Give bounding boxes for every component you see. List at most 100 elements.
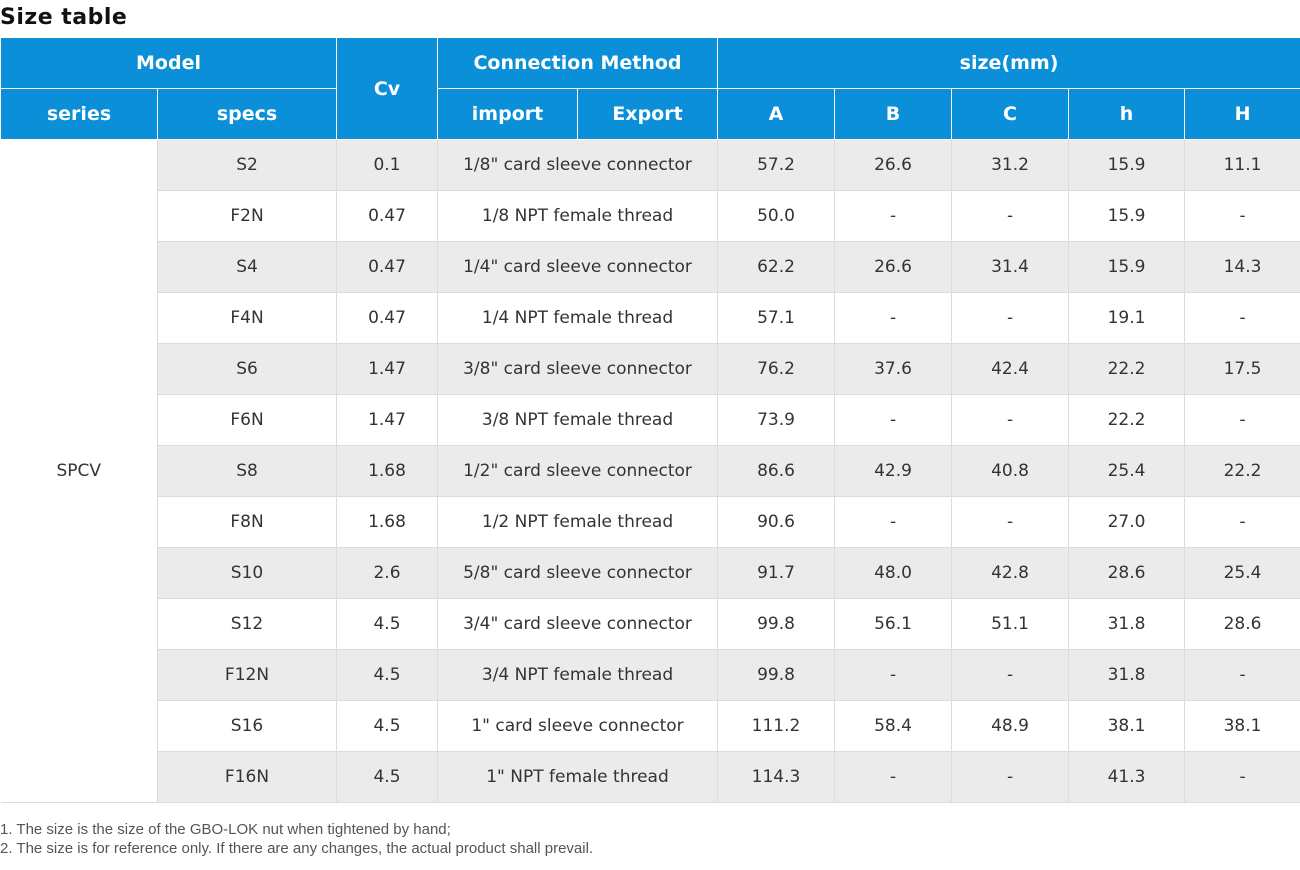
table-row: SPCV S2 0.1 1/8" card sleeve connector 57.2 2… <box>0 139 1300 803</box>
spec-cell: F16N <box>157 751 337 803</box>
size-h-small-cell: 15.9 <box>1068 139 1186 191</box>
size-b-cell: - <box>834 190 953 242</box>
connection-cell: 1/4 NPT female thread <box>437 292 719 344</box>
size-c-cell: 31.2 <box>951 139 1070 191</box>
spec-cell: F8N <box>157 496 337 548</box>
size-h-small-cell: 15.9 <box>1068 241 1186 293</box>
size-a-cell: 57.2 <box>717 139 836 191</box>
spec-cell: S12 <box>157 598 337 650</box>
series-cell: SPCV <box>0 139 158 803</box>
size-h-small-cell: 19.1 <box>1068 292 1186 344</box>
size-c-cell: - <box>951 649 1070 701</box>
size-h-small-cell: 41.3 <box>1068 751 1186 803</box>
size-b-cell: - <box>834 751 953 803</box>
size-b-cell: 48.0 <box>834 547 953 599</box>
cv-cell: 4.5 <box>336 700 438 752</box>
size-h-big-cell: - <box>1184 394 1300 446</box>
connection-cell: 1/2 NPT female thread <box>437 496 719 548</box>
table-row: S16 4.5 1" card sleeve connector 111.2 58.4 4… <box>1 700 1300 752</box>
table-row: F6N 1.47 3/8 NPT female thread 73.9- -22.2- <box>1 394 1300 446</box>
size-a-cell: 62.2 <box>717 241 836 293</box>
size-c-cell: 48.9 <box>951 700 1070 752</box>
connection-cell: 1" card sleeve connector <box>437 700 719 752</box>
table-row: S8 1.68 1/2" card sleeve connector 86.6 42.9… <box>1 445 1300 497</box>
size-h-small-cell: 31.8 <box>1068 649 1186 701</box>
size-h-small-cell: 28.6 <box>1068 547 1186 599</box>
size-a-cell: 90.6 <box>717 496 836 548</box>
size-table: Model Cv Connection Method size(mm) seri… <box>0 37 1300 803</box>
footnote: 1. The size is the size of the GBO-LOK n… <box>0 821 451 838</box>
size-c-cell: - <box>951 496 1070 548</box>
size-h-big-cell: 25.4 <box>1184 547 1300 599</box>
size-a-cell: 114.3 <box>717 751 836 803</box>
cv-cell: 1.68 <box>336 496 438 548</box>
spec-cell: S2 <box>157 139 337 191</box>
table-row: F16N 4.5 1" NPT female thread 114.3- -41.3- <box>1 751 1300 803</box>
header-c: C <box>951 88 1070 140</box>
size-b-cell: 37.6 <box>834 343 953 395</box>
connection-cell: 3/8" card sleeve connector <box>437 343 719 395</box>
header-import: import <box>437 88 578 140</box>
size-a-cell: 99.8 <box>717 598 836 650</box>
table-header: Model Cv Connection Method size(mm) seri… <box>0 37 1300 140</box>
size-b-cell: - <box>834 649 953 701</box>
header-specs: specs <box>157 88 337 140</box>
spec-cell: F2N <box>157 190 337 242</box>
size-c-cell: 42.4 <box>951 343 1070 395</box>
connection-cell: 5/8" card sleeve connector <box>437 547 719 599</box>
spec-cell: S16 <box>157 700 337 752</box>
header-connection-method: Connection Method <box>436 37 719 89</box>
size-b-cell: 58.4 <box>834 700 953 752</box>
size-c-cell: - <box>951 394 1070 446</box>
size-h-small-cell: 15.9 <box>1068 190 1186 242</box>
size-h-big-cell: - <box>1184 649 1300 701</box>
spec-cell: F12N <box>157 649 337 701</box>
size-h-big-cell: - <box>1184 496 1300 548</box>
size-h-big-cell: - <box>1184 292 1300 344</box>
size-h-big-cell: 28.6 <box>1184 598 1300 650</box>
size-b-cell: - <box>834 496 953 548</box>
cv-cell: 4.5 <box>336 649 438 701</box>
size-a-cell: 76.2 <box>717 343 836 395</box>
size-c-cell: 40.8 <box>951 445 1070 497</box>
size-b-cell: 56.1 <box>834 598 953 650</box>
size-h-small-cell: 38.1 <box>1068 700 1186 752</box>
spec-cell: F6N <box>157 394 337 446</box>
connection-cell: 3/8 NPT female thread <box>437 394 719 446</box>
connection-cell: 3/4" card sleeve connector <box>437 598 719 650</box>
size-c-cell: - <box>951 751 1070 803</box>
spec-cell: F4N <box>157 292 337 344</box>
cv-cell: 1.47 <box>336 343 438 395</box>
connection-cell: 1/4" card sleeve connector <box>437 241 719 293</box>
size-a-cell: 73.9 <box>717 394 836 446</box>
spec-cell: S4 <box>157 241 337 293</box>
size-h-big-cell: - <box>1184 190 1300 242</box>
table-row: S10 2.6 5/8" card sleeve connector 91.7 48.0… <box>1 547 1300 599</box>
spec-cell: S8 <box>157 445 337 497</box>
footnote: 2. The size is for reference only. If th… <box>0 840 594 857</box>
header-model: Model <box>0 37 337 89</box>
spec-cell: S10 <box>157 547 337 599</box>
table-body: SPCV S2 0.1 1/8" card sleeve connector 57.2 2… <box>0 139 1300 803</box>
table-row: F2N 0.47 1/8 NPT female thread 50.0- -15.9- <box>1 190 1300 242</box>
connection-cell: 1" NPT female thread <box>437 751 719 803</box>
size-a-cell: 91.7 <box>717 547 836 599</box>
footnotes: 1. The size is the size of the GBO-LOK n… <box>0 820 593 858</box>
spec-cell: S6 <box>157 343 337 395</box>
size-b-cell: 26.6 <box>834 139 953 191</box>
size-a-cell: 50.0 <box>717 190 836 242</box>
size-b-cell: - <box>834 394 953 446</box>
table-row: F4N 0.47 1/4 NPT female thread 57.1- -19.1- <box>1 292 1300 344</box>
size-b-cell: 26.6 <box>834 241 953 293</box>
cv-cell: 0.47 <box>336 190 438 242</box>
size-c-cell: 51.1 <box>951 598 1070 650</box>
size-c-cell: - <box>951 190 1070 242</box>
header-cv: Cv <box>336 37 438 140</box>
connection-cell: 1/8" card sleeve connector <box>437 139 719 191</box>
table-row: S12 4.5 3/4" card sleeve connector 99.8 56.1… <box>1 598 1300 650</box>
cv-cell: 0.47 <box>336 241 438 293</box>
size-c-cell: 31.4 <box>951 241 1070 293</box>
connection-cell: 1/2" card sleeve connector <box>437 445 719 497</box>
connection-cell: 3/4 NPT female thread <box>437 649 719 701</box>
header-row-sub: series specs import Export A B C h H <box>0 88 1300 140</box>
